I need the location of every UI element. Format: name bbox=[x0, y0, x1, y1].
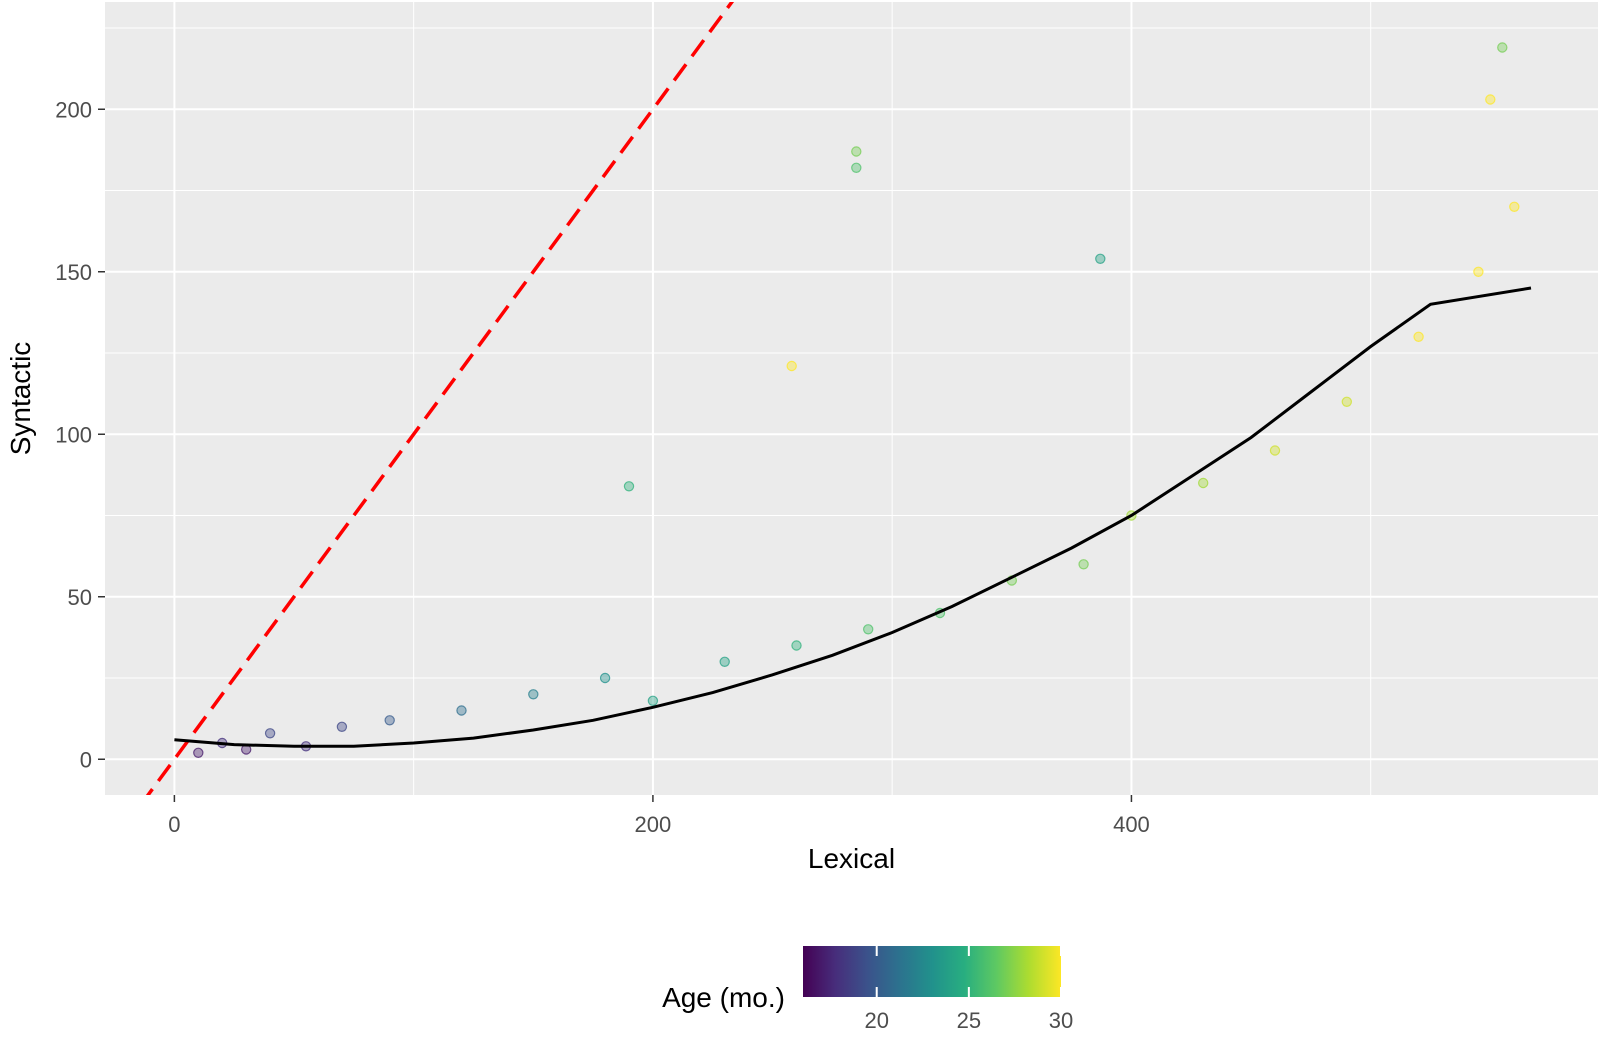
data-point bbox=[193, 747, 204, 759]
data-point bbox=[623, 481, 635, 492]
data-point bbox=[851, 146, 862, 157]
colorbar-tick-label: 30 bbox=[1049, 1008, 1073, 1033]
data-point bbox=[786, 360, 797, 372]
data-point bbox=[264, 728, 276, 739]
data-point bbox=[1078, 559, 1089, 570]
data-point bbox=[1197, 477, 1209, 489]
x-tick-label: 400 bbox=[1113, 812, 1150, 837]
grid-major bbox=[105, 2, 1598, 795]
data-point bbox=[1413, 331, 1424, 342]
data-point bbox=[863, 624, 874, 635]
fit-curve bbox=[174, 286, 1532, 748]
data-point bbox=[647, 695, 659, 707]
grid-minor bbox=[105, 2, 1598, 795]
data-point bbox=[599, 672, 611, 684]
data-point bbox=[456, 705, 467, 716]
x-axis-title: Lexical bbox=[808, 843, 895, 874]
data-point bbox=[1095, 253, 1106, 264]
data-point bbox=[1269, 445, 1281, 456]
data-point bbox=[1509, 201, 1520, 212]
legend-colorbar-ticks: 20 25 30 bbox=[864, 946, 1073, 1033]
data-point bbox=[1497, 42, 1508, 53]
y-axis-ticks: 0 50 100 150 200 bbox=[55, 97, 105, 772]
x-tick-label: 0 bbox=[168, 812, 180, 837]
data-point bbox=[791, 640, 802, 651]
y-tick-label: 50 bbox=[68, 585, 92, 610]
colorbar-tick-label: 25 bbox=[957, 1008, 981, 1033]
plot-panel bbox=[105, 2, 1598, 795]
data-point bbox=[719, 656, 730, 668]
y-tick-label: 0 bbox=[80, 747, 92, 772]
x-axis-ticks: 0 200 400 bbox=[168, 795, 1150, 837]
data-point bbox=[1473, 266, 1484, 277]
y-tick-label: 100 bbox=[55, 422, 92, 447]
y-tick-label: 150 bbox=[55, 260, 92, 285]
colorbar-tick-label: 20 bbox=[864, 1008, 888, 1033]
data-point bbox=[1485, 94, 1496, 105]
legend-colorbar bbox=[803, 946, 1061, 997]
data-point bbox=[336, 721, 348, 733]
y-tick-label: 200 bbox=[55, 97, 92, 122]
x-tick-label: 200 bbox=[635, 812, 672, 837]
legend-title: Age (mo.) bbox=[662, 982, 785, 1013]
data-points bbox=[193, 42, 1520, 759]
y-axis-title: Syntactic bbox=[5, 342, 36, 456]
data-point bbox=[384, 715, 395, 726]
data-point bbox=[851, 162, 862, 173]
data-point bbox=[528, 689, 539, 700]
data-point bbox=[1341, 396, 1353, 407]
